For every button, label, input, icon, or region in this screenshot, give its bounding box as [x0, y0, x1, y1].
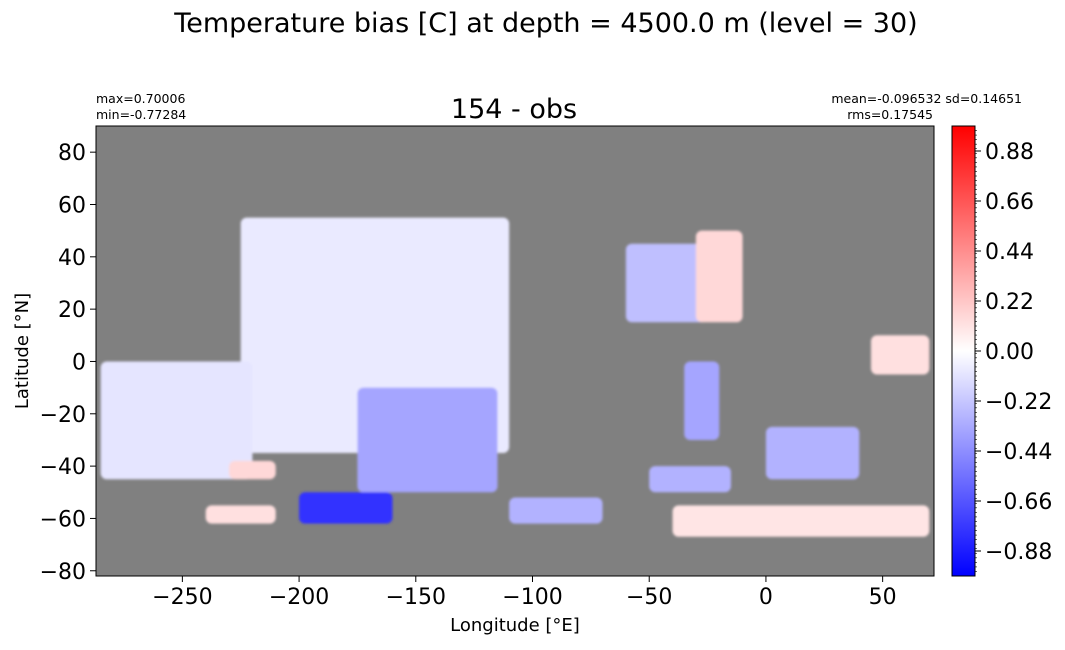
- ocean-region-west-indian: [100, 361, 253, 480]
- colorbar-ticks: −0.88 −0.66 −0.44 −0.22 0.00 0.22 0.44 0.66 0.88: [975, 130, 1052, 572]
- ocean-region-se-pacific: [357, 387, 498, 493]
- panel-title: 154 - obs: [451, 94, 577, 125]
- figure-suptitle: Temperature bias [C] at depth = 4500.0 m…: [173, 8, 917, 39]
- y-tick-label: 60: [58, 193, 86, 218]
- map-plot-area: [95, 125, 935, 577]
- x-axis-label: Longitude [°E]: [450, 615, 580, 636]
- colorbar-tick-label: 0.22: [985, 290, 1034, 315]
- x-axis-ticks: −250 −200 −150 −100 −50 0 50: [152, 576, 897, 610]
- x-tick-label: 50: [869, 585, 897, 610]
- ocean-region-ross-sea: [509, 497, 603, 524]
- colorbar-tick-label: 0.44: [985, 240, 1034, 265]
- ocean-region-arabian-sea: [870, 335, 930, 375]
- stat-mean-sd: mean=-0.096532 sd=0.14651: [831, 91, 1022, 106]
- colorbar-tick-label: 0.00: [985, 340, 1034, 365]
- y-tick-label: −20: [40, 403, 86, 428]
- colorbar-tick-label: 0.66: [985, 190, 1034, 215]
- y-tick-label: 40: [58, 246, 86, 271]
- ocean-region-tasman-sea: [205, 505, 276, 524]
- stat-max: max=0.70006: [96, 91, 185, 106]
- x-tick-label: −150: [386, 585, 446, 610]
- y-tick-label: −60: [40, 507, 86, 532]
- colorbar: −0.88 −0.66 −0.44 −0.22 0.00 0.22 0.44 0.66 0.88: [951, 125, 1052, 577]
- colorbar-tick-label: −0.88: [985, 540, 1052, 565]
- ocean-region-cape-basin: [765, 426, 860, 480]
- x-tick-label: −250: [152, 585, 212, 610]
- colorbar-tick-label: −0.66: [985, 490, 1052, 515]
- ocean-region-pacific-sector-deep: [299, 492, 393, 524]
- y-tick-label: −40: [40, 455, 86, 480]
- y-tick-label: 20: [58, 298, 86, 323]
- y-tick-label: 0: [72, 350, 86, 375]
- ocean-region-argentine-basin: [649, 466, 731, 493]
- stat-rms: rms=0.17545: [847, 107, 933, 122]
- colorbar-gradient: [951, 125, 976, 577]
- y-axis-ticks: −80 −60 −40 −20 0 20 40 60 80: [40, 141, 96, 585]
- x-tick-label: 0: [759, 585, 773, 610]
- x-tick-label: −100: [502, 585, 562, 610]
- y-tick-label: −80: [40, 560, 86, 585]
- ocean-region-weddell-sea: [672, 505, 930, 537]
- y-axis-label: Latitude [°N]: [12, 293, 33, 409]
- plot-frame: [95, 125, 935, 577]
- x-tick-label: −50: [626, 585, 672, 610]
- x-tick-label: −200: [269, 585, 329, 610]
- ocean-region-mid-atlantic: [684, 361, 720, 440]
- colorbar-tick-label: −0.44: [985, 440, 1052, 465]
- ocean-region-australia-south: [229, 460, 276, 480]
- stat-min: min=-0.77284: [96, 107, 186, 122]
- colorbar-tick-label: −0.22: [985, 390, 1052, 415]
- colorbar-tick-label: 0.88: [985, 140, 1034, 165]
- ocean-region-ne-atlantic: [695, 230, 743, 323]
- ocean-region-nw-atlantic: [625, 243, 708, 323]
- y-tick-label: 80: [58, 141, 86, 166]
